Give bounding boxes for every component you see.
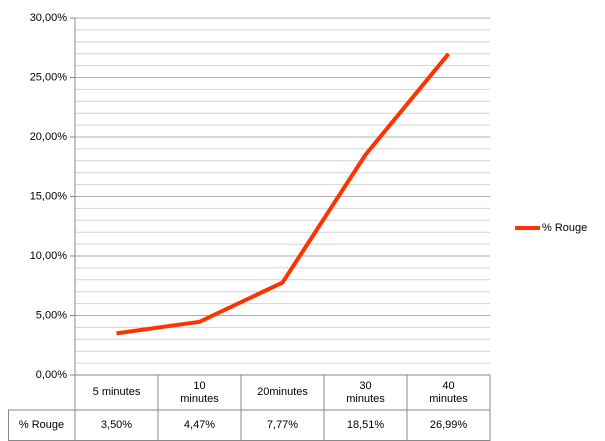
table-value-text: 18,51%	[346, 419, 385, 431]
x-tick-label: 5 minutes	[75, 375, 158, 410]
legend-label: % Rouge	[542, 222, 587, 234]
x-tick-label-text: 40 minutes	[429, 379, 468, 405]
x-tick-label-text: 5 minutes	[92, 386, 141, 398]
y-tick-label: 10,00%	[30, 250, 68, 262]
y-tick-label: 25,00%	[30, 71, 68, 83]
line	[116, 52, 451, 336]
x-tick-label: 20minutes	[241, 375, 324, 410]
x-tick-label: 40 minutes	[407, 375, 490, 410]
table-value: 7,77%	[241, 410, 324, 441]
table-row-header-text: % Rouge	[18, 419, 65, 431]
y-tick-label: 15,00%	[30, 190, 68, 202]
x-tick-label-text: 20minutes	[257, 386, 308, 398]
table-row-header: % Rouge	[8, 410, 75, 441]
y-tick-label: 20,00%	[30, 131, 68, 143]
table-value: 26,99%	[407, 410, 490, 441]
table-value-text: 7,77%	[266, 419, 299, 431]
table-value-text: 26,99%	[429, 419, 468, 431]
x-tick-label-text: 10 minutes	[180, 379, 219, 405]
table-value: 3,50%	[75, 410, 158, 441]
table-value-text: 4,47%	[183, 419, 216, 431]
x-tick-label: 30 minutes	[324, 375, 407, 410]
x-tick-label: 10 minutes	[158, 375, 241, 410]
y-tick-label: 30,00%	[30, 12, 68, 24]
y-tick-label: 5,00%	[36, 309, 67, 321]
x-tick-label-text: 30 minutes	[346, 379, 385, 405]
table-value-text: 3,50%	[100, 419, 133, 431]
y-tick-label: 0,00%	[36, 369, 67, 381]
table-value: 18,51%	[324, 410, 407, 441]
table-value: 4,47%	[158, 410, 241, 441]
